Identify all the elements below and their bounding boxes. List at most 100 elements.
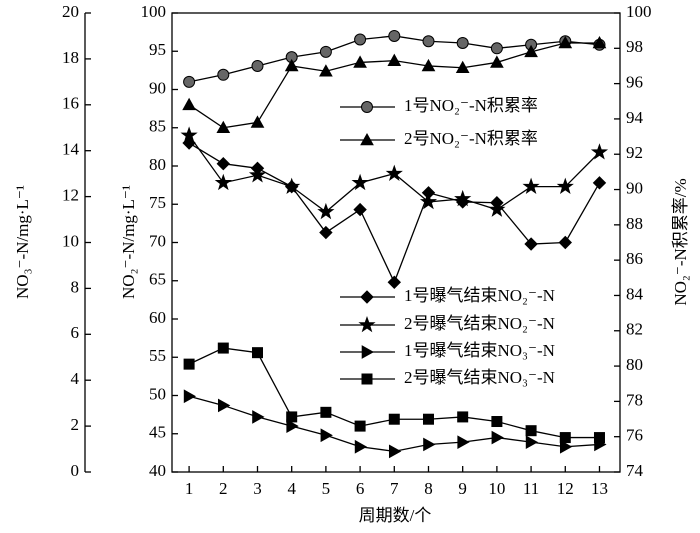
marker <box>455 60 470 74</box>
marker <box>592 35 607 49</box>
legend-label: 2号NO₂⁻-N积累率 <box>404 129 538 148</box>
marker <box>286 419 299 433</box>
marker <box>252 410 265 424</box>
marker <box>524 44 538 58</box>
y3-tick-label: 18 <box>62 48 79 67</box>
marker <box>248 166 267 183</box>
x-tick-label: 3 <box>253 479 262 498</box>
marker <box>457 435 470 450</box>
marker <box>457 411 469 423</box>
marker <box>558 35 573 49</box>
marker <box>319 64 333 77</box>
marker <box>360 132 374 146</box>
x-tick-label: 5 <box>322 479 331 498</box>
marker <box>217 398 231 413</box>
y3-tick-label: 4 <box>71 369 80 388</box>
y-axis-label: NO₂⁻-N/mg·L⁻¹ <box>119 185 138 299</box>
x-tick-label: 10 <box>488 479 505 498</box>
y3-tick-label: 14 <box>62 140 80 159</box>
y-tick-label: 85 <box>149 117 166 136</box>
marker <box>358 315 376 333</box>
marker <box>319 225 333 240</box>
y2-axis-label: NO₂⁻-N积累率/% <box>671 178 690 305</box>
y2-tick-label: 98 <box>626 37 643 56</box>
marker <box>361 345 375 359</box>
marker <box>361 101 373 113</box>
marker <box>182 97 196 111</box>
marker <box>419 192 438 210</box>
y3-axis-label: NO₃⁻-N/mg·L⁻¹ <box>13 185 32 299</box>
marker <box>522 177 540 194</box>
marker <box>214 173 232 191</box>
marker <box>216 120 231 134</box>
marker <box>283 177 301 194</box>
y2-tick-label: 94 <box>626 108 644 127</box>
y2-tick-label: 74 <box>626 461 644 480</box>
x-tick-label: 13 <box>591 479 608 498</box>
marker <box>590 143 609 160</box>
y2-tick-label: 82 <box>626 320 643 339</box>
marker <box>491 430 504 445</box>
y-tick-label: 70 <box>149 231 166 250</box>
y-tick-label: 50 <box>149 384 166 403</box>
marker <box>183 75 196 88</box>
y2-tick-label: 86 <box>626 249 643 268</box>
x-tick-label: 11 <box>523 479 539 498</box>
marker <box>456 37 469 50</box>
marker <box>354 420 366 432</box>
marker <box>558 235 572 250</box>
marker <box>183 389 197 404</box>
marker <box>354 33 367 46</box>
marker <box>525 425 537 437</box>
y-tick-label: 45 <box>149 423 166 442</box>
marker <box>351 173 369 191</box>
marker <box>216 156 231 171</box>
y2-tick-label: 84 <box>626 284 644 303</box>
y-tick-label: 55 <box>149 346 166 365</box>
marker <box>385 164 403 181</box>
x-tick-label: 2 <box>219 479 228 498</box>
y2-tick-label: 76 <box>626 426 643 445</box>
marker <box>454 189 472 207</box>
y-tick-label: 90 <box>149 78 166 97</box>
x-axis-label: 周期数/个 <box>359 506 432 525</box>
marker <box>320 428 333 443</box>
y3-tick-label: 10 <box>62 231 79 250</box>
marker <box>421 58 436 72</box>
legend-label: 1号曝气结束NO₂⁻-N <box>404 286 555 305</box>
x-tick-label: 8 <box>424 479 433 498</box>
x-tick-label: 6 <box>356 479 365 498</box>
marker <box>490 55 504 68</box>
y3-tick-label: 0 <box>71 461 80 480</box>
marker <box>422 413 434 425</box>
marker <box>319 45 332 58</box>
y3-tick-label: 8 <box>71 277 80 296</box>
marker <box>388 413 400 425</box>
marker <box>559 439 573 454</box>
y2-tick-label: 88 <box>626 214 643 233</box>
marker <box>353 202 367 217</box>
x-tick-label: 7 <box>390 479 399 498</box>
marker <box>353 55 367 68</box>
legend-label: 1号NO₂⁻-N积累率 <box>404 96 538 115</box>
y2-tick-label: 78 <box>626 390 643 409</box>
marker <box>491 416 503 428</box>
marker <box>488 200 506 217</box>
y-tick-label: 95 <box>149 40 166 59</box>
marker <box>251 347 263 359</box>
marker <box>559 432 571 444</box>
y2-tick-label: 96 <box>626 73 643 92</box>
x-tick-label: 12 <box>557 479 574 498</box>
marker <box>284 58 299 72</box>
legend-label: 2号曝气结束NO₂⁻-N <box>404 314 555 333</box>
marker <box>360 290 374 304</box>
marker <box>490 42 503 55</box>
marker <box>217 68 230 81</box>
y2-tick-label: 92 <box>626 143 643 162</box>
marker <box>250 115 265 128</box>
marker <box>387 53 402 66</box>
marker <box>180 126 198 143</box>
y2-tick-label: 90 <box>626 178 643 197</box>
marker <box>593 432 605 444</box>
y-tick-label: 80 <box>149 155 166 174</box>
